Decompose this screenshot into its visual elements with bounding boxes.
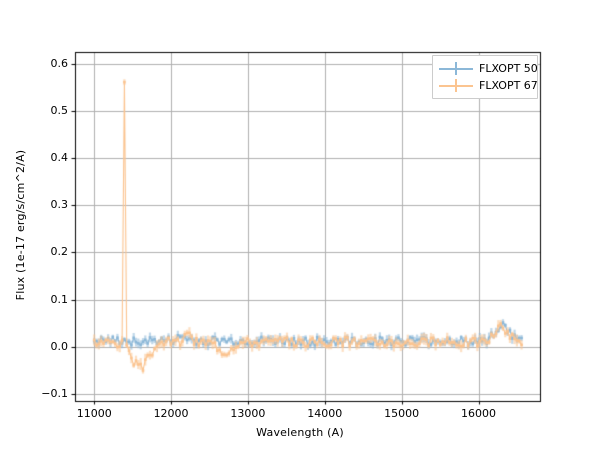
legend-marker-errorbar-1 xyxy=(455,79,457,92)
x-tick-label: 15000 xyxy=(384,407,420,420)
x-tick-label: 14000 xyxy=(307,407,343,420)
x-axis-label: Wavelength (A) xyxy=(256,426,344,439)
legend-label-series-0: FLXOPT 50 xyxy=(479,62,538,75)
y-tick-label: 0.3 xyxy=(50,198,69,212)
y-tick-label: 0.1 xyxy=(50,292,69,306)
legend-marker-errorbar-0 xyxy=(455,62,457,75)
legend-marker-series-1 xyxy=(439,78,473,93)
plot-legend[interactable]: FLXOPT 50 FLXOPT 67 xyxy=(432,55,538,99)
y-tick-label: −0.1 xyxy=(41,386,68,400)
legend-entry-flxopt-67[interactable]: FLXOPT 67 xyxy=(435,77,538,94)
x-tick-label: 16000 xyxy=(461,407,496,420)
y-tick-label: 0.2 xyxy=(50,245,69,259)
x-tick-label: 12000 xyxy=(153,407,189,420)
x-tick-label: 11000 xyxy=(76,407,112,420)
legend-label-series-1: FLXOPT 67 xyxy=(479,79,538,92)
y-tick-label: 0.5 xyxy=(50,103,69,117)
legend-entry-flxopt-50[interactable]: FLXOPT 50 xyxy=(435,60,538,77)
y-tick-label: 0.4 xyxy=(50,151,69,165)
y-tick-label: 0.6 xyxy=(50,56,69,70)
x-tick-label: 13000 xyxy=(230,407,266,420)
legend-marker-series-0 xyxy=(439,61,473,76)
y-tick-label: 0.0 xyxy=(50,339,69,353)
